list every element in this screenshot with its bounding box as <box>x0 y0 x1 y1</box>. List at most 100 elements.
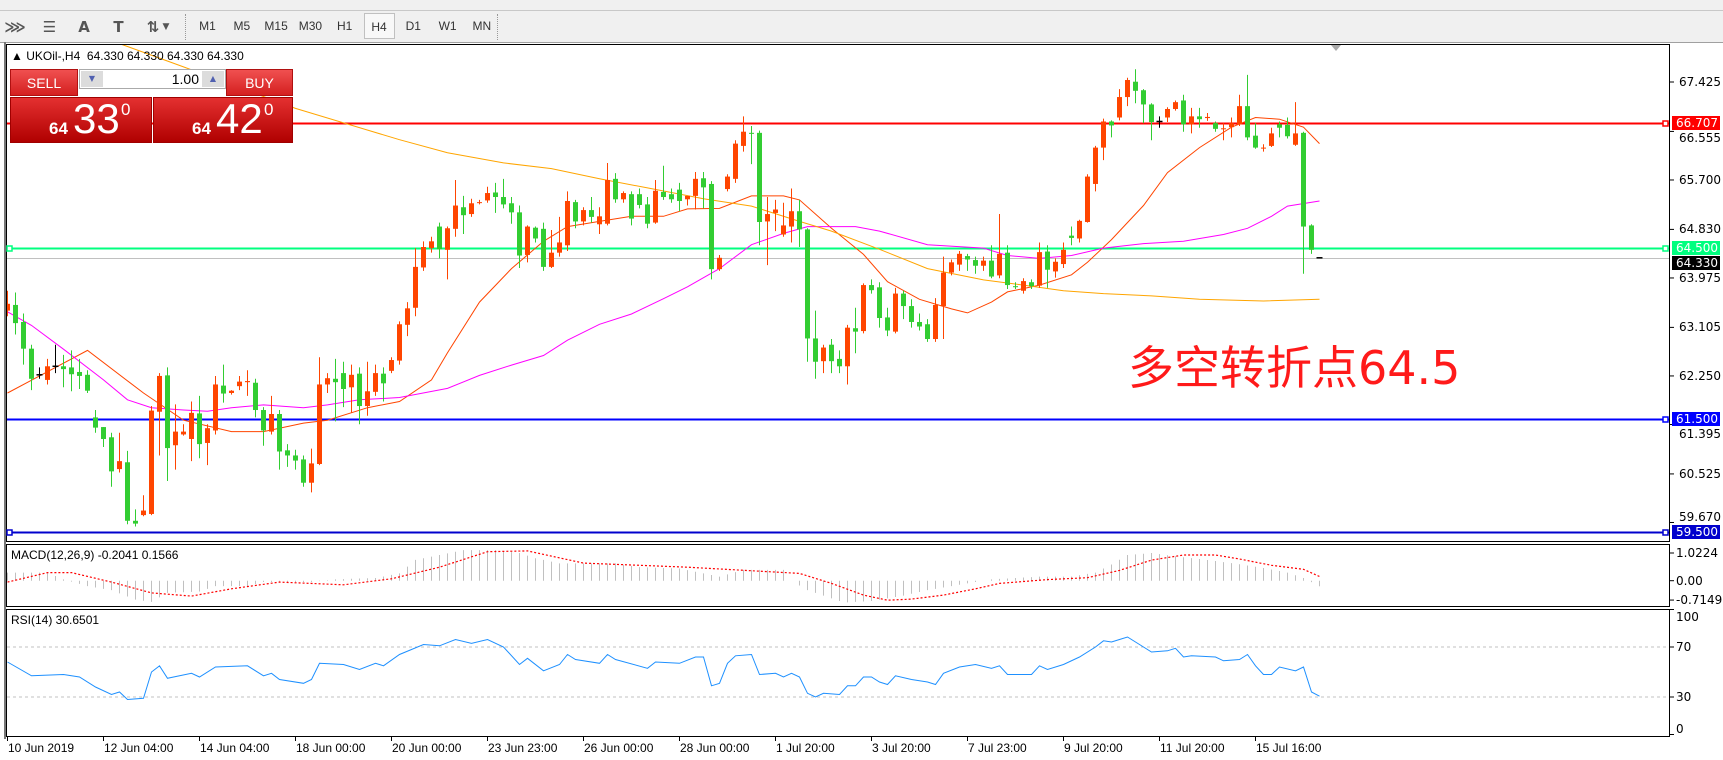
candle[interactable] <box>1101 118 1106 161</box>
candle[interactable] <box>429 236 434 253</box>
candle[interactable] <box>245 370 250 396</box>
candle[interactable] <box>229 390 234 395</box>
candle[interactable] <box>597 207 602 234</box>
level-handle[interactable] <box>1662 245 1669 252</box>
fibonacci-expansion-icon[interactable]: ⋙ <box>4 18 26 36</box>
candle[interactable] <box>1293 102 1298 146</box>
candle[interactable] <box>269 395 274 435</box>
candle[interactable] <box>605 162 610 226</box>
candle[interactable] <box>525 225 530 263</box>
candle[interactable] <box>1173 100 1178 111</box>
level-handle[interactable] <box>1662 416 1669 423</box>
candle[interactable] <box>765 197 770 266</box>
candle[interactable] <box>117 432 122 473</box>
candle[interactable] <box>173 404 178 470</box>
arrows-dropdown-icon[interactable]: ▼ <box>162 22 170 32</box>
sell-price-button[interactable]: 64 33 0 <box>10 95 152 143</box>
candle[interactable] <box>1237 94 1242 127</box>
candle[interactable] <box>141 495 146 517</box>
candle[interactable] <box>613 173 618 203</box>
candle[interactable] <box>677 182 682 212</box>
candle[interactable] <box>36 367 43 379</box>
candle[interactable] <box>1061 242 1066 269</box>
candle[interactable] <box>237 375 242 391</box>
candle[interactable] <box>1277 121 1282 138</box>
candle[interactable] <box>797 199 802 248</box>
candle[interactable] <box>749 126 754 165</box>
candle[interactable] <box>1053 258 1058 278</box>
candle[interactable] <box>93 410 98 433</box>
candle[interactable] <box>485 186 490 203</box>
candle[interactable] <box>997 214 1002 279</box>
candle[interactable] <box>381 367 386 402</box>
candle[interactable] <box>757 130 762 246</box>
candle[interactable] <box>149 406 154 516</box>
candle[interactable] <box>837 350 842 374</box>
candle[interactable] <box>661 165 666 200</box>
candle[interactable] <box>1213 121 1218 132</box>
candle[interactable] <box>517 205 522 269</box>
candle[interactable] <box>1189 107 1194 134</box>
candle[interactable] <box>52 344 59 374</box>
candle[interactable] <box>869 279 874 294</box>
candle[interactable] <box>1141 89 1146 124</box>
candle[interactable] <box>957 250 962 271</box>
main-chart-panel[interactable] <box>6 44 1670 542</box>
candle[interactable] <box>413 248 418 317</box>
lot-increase-button[interactable]: ▲ <box>202 71 224 87</box>
level-handle[interactable] <box>6 529 13 536</box>
candle[interactable] <box>917 313 922 331</box>
candle[interactable] <box>653 179 658 224</box>
candle[interactable] <box>541 222 546 271</box>
candle[interactable] <box>157 373 162 456</box>
candle[interactable] <box>29 344 34 391</box>
candle[interactable] <box>1301 131 1306 274</box>
candle[interactable] <box>573 199 578 229</box>
candle[interactable] <box>981 256 986 271</box>
candle[interactable] <box>221 364 226 403</box>
level-handle[interactable] <box>1662 529 1669 536</box>
timeframe-h4-button[interactable]: H4 <box>363 13 395 39</box>
candle[interactable] <box>1221 123 1226 141</box>
candle[interactable] <box>701 172 706 209</box>
candle[interactable] <box>253 378 258 418</box>
candle[interactable] <box>357 367 362 425</box>
candle[interactable] <box>1133 69 1138 104</box>
candle[interactable] <box>901 290 906 320</box>
candle[interactable] <box>341 361 346 408</box>
macd-panel[interactable] <box>6 544 1670 607</box>
candle[interactable] <box>741 116 746 152</box>
candle[interactable] <box>477 199 482 205</box>
candle[interactable] <box>549 229 554 269</box>
candle[interactable] <box>389 357 394 374</box>
candle[interactable] <box>349 364 354 413</box>
level-handle[interactable] <box>6 245 13 252</box>
candle[interactable] <box>829 339 834 374</box>
rsi-panel[interactable] <box>6 609 1670 737</box>
candle[interactable] <box>333 358 338 422</box>
candle[interactable] <box>1156 116 1163 128</box>
candle[interactable] <box>933 298 938 342</box>
candle[interactable] <box>629 191 634 226</box>
candle[interactable] <box>709 181 714 280</box>
candle[interactable] <box>1125 77 1130 107</box>
candle[interactable] <box>469 198 474 217</box>
timeframe-m1-button[interactable]: M1 <box>199 19 216 33</box>
candle[interactable] <box>21 313 26 365</box>
candle[interactable] <box>813 310 818 379</box>
candle[interactable] <box>1021 278 1026 294</box>
candle[interactable] <box>1309 224 1314 254</box>
candle[interactable] <box>557 216 562 257</box>
candle[interactable] <box>1077 219 1082 243</box>
candle[interactable] <box>733 140 738 183</box>
candle[interactable] <box>501 178 506 209</box>
candle[interactable] <box>1005 245 1010 290</box>
candle[interactable] <box>437 222 442 259</box>
candle[interactable] <box>1037 242 1042 288</box>
timeframe-d1-button[interactable]: D1 <box>405 19 421 33</box>
candle[interactable] <box>853 307 858 354</box>
candle[interactable] <box>565 191 570 251</box>
candle[interactable] <box>421 241 426 271</box>
buy-button[interactable]: BUY <box>226 69 293 96</box>
candle[interactable] <box>965 253 970 271</box>
